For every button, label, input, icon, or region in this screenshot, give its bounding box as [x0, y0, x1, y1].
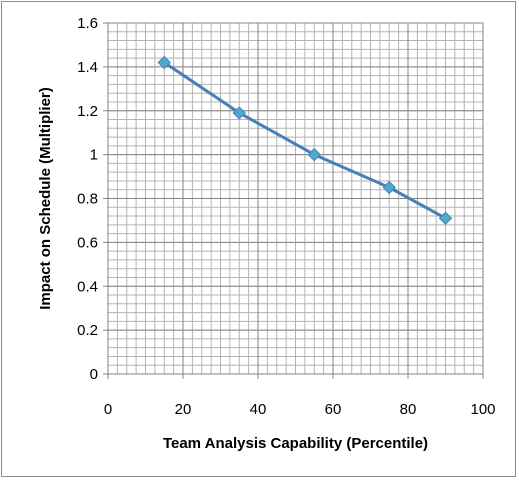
- x-tick-label: 0: [104, 401, 112, 418]
- y-tick-label: 0.4: [77, 278, 98, 295]
- data-point-marker: [157, 55, 171, 70]
- x-axis-title: Team Analysis Capability (Percentile): [163, 435, 428, 452]
- y-tick-label: 0.6: [77, 234, 98, 251]
- y-tick-label: 1.6: [77, 15, 98, 32]
- y-tick-label: 0.8: [77, 191, 98, 208]
- data-point-marker: [382, 180, 396, 195]
- y-axis-title: Impact on Schedule (Multiplier): [37, 87, 54, 310]
- line-chart: 0 0.2 0.4 0.6 0.8 1 1.2 1.4 1.6 0 20 40 60 80 100 Tea…: [37, 15, 496, 452]
- y-tick-label: 0: [90, 366, 98, 383]
- y-tick-label: 0.2: [77, 322, 98, 339]
- data-point-marker: [232, 106, 246, 120]
- data-point-marker: [438, 211, 453, 225]
- y-tick-label: 1.4: [77, 59, 98, 76]
- x-axis-ticks: 0 20 40 60 80 100: [104, 374, 496, 418]
- x-tick-label: 100: [470, 401, 495, 418]
- x-tick-label: 80: [400, 401, 417, 418]
- y-axis-ticks: 0 0.2 0.4 0.6 0.8 1 1.2 1.4 1.6: [77, 15, 108, 383]
- chart-frame: 0 0.2 0.4 0.6 0.8 1 1.2 1.4 1.6 0 20 40 60 80 100 Tea…: [1, 1, 516, 477]
- y-tick-label: 1: [90, 147, 98, 164]
- x-tick-label: 60: [325, 401, 342, 418]
- y-tick-label: 1.2: [77, 103, 98, 120]
- data-point-marker: [307, 147, 321, 162]
- x-tick-label: 20: [175, 401, 192, 418]
- series-layer: [157, 55, 453, 225]
- x-tick-label: 40: [250, 401, 267, 418]
